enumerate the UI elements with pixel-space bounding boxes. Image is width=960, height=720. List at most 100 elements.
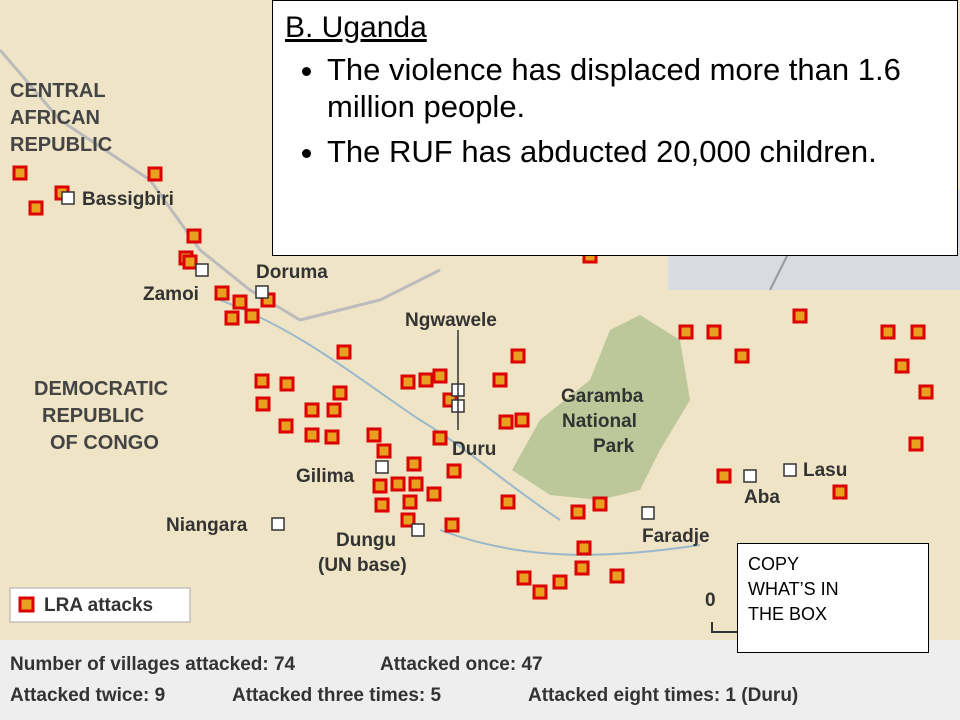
attack-marker [406,456,422,472]
attack-marker [408,476,424,492]
attack-marker [186,228,202,244]
river [219,299,561,521]
attack-marker [147,166,163,182]
note-line: WHAT’S IN [748,579,839,599]
attack-marker [894,358,910,374]
attack-marker [792,308,808,324]
place-label: (UN base) [318,555,407,576]
attack-marker [304,427,320,443]
town-marker [61,191,75,205]
attack-marker [734,348,750,364]
attack-marker [570,504,586,520]
attack-marker [574,560,590,576]
attack-marker [232,294,248,310]
place-label: Zamoi [143,284,199,305]
place-label: Niangara [166,515,248,536]
town-marker [783,463,797,477]
note-line: COPY [748,554,800,574]
scale-bar [711,622,737,633]
river [439,529,701,556]
attack-marker [910,324,926,340]
town-marker [743,469,757,483]
stat-text: Attacked twice: 9 [10,685,165,706]
attack-marker [592,496,608,512]
attack-marker [514,412,530,428]
attack-marker [244,308,260,324]
bullet: The RUF has abducted 20,000 children. [327,133,945,170]
attack-marker [498,414,514,430]
attack-marker [12,165,28,181]
region-label: OF CONGO [50,432,159,454]
attack-marker [304,402,320,418]
attack-marker [500,494,516,510]
park-label: Park [593,436,635,457]
attack-marker [880,324,896,340]
attack-marker [279,376,295,392]
attack-marker [255,396,271,412]
stats-bar [0,640,960,720]
stat-text: Attacked once: 47 [380,654,543,675]
attack-marker [576,540,592,556]
attack-marker [510,348,526,364]
text-box: B. Uganda The violence has displaced mor… [272,0,958,256]
region-label: REPUBLIC [10,134,112,156]
box-heading: B. Uganda [285,11,427,44]
park-label: Garamba [561,386,644,407]
park-label: National [562,411,637,432]
legend-swatch [18,596,35,613]
attack-marker [224,310,240,326]
attack-marker [254,373,270,389]
bullet-list: The violence has displaced more than 1.6… [285,51,945,170]
place-label: Bassigbiri [82,189,174,210]
attack-marker [706,324,722,340]
attack-marker [332,385,348,401]
legend-label: LRA attacks [44,595,153,616]
attack-marker [918,384,934,400]
note-box: COPY WHAT’S IN THE BOX [737,543,929,653]
place-label: Gilima [296,466,355,487]
border [0,49,441,322]
place-label: Lasu [803,460,847,481]
stat-text: Attacked three times: 5 [232,685,442,706]
place-label: Doruma [256,262,328,283]
attack-marker [28,200,44,216]
region-label: AFRICAN [10,107,100,129]
place-label: Aba [744,487,780,508]
town-marker [271,517,285,531]
attack-marker [432,368,448,384]
place-label: Dungu [336,530,396,551]
town-marker [375,460,389,474]
attack-marker [400,512,416,528]
attack-marker [432,430,448,446]
park-area [512,315,690,500]
attack-marker [552,574,568,590]
attack-marker [532,584,548,600]
place-label: Faradje [642,526,710,547]
attack-marker [182,254,198,270]
place-label: Duru [452,439,496,460]
attack-marker [609,568,625,584]
scale-label: 0 [705,590,716,611]
attack-marker [516,570,532,586]
bullet: The violence has displaced more than 1.6… [327,51,945,125]
stat-text: Attacked eight times: 1 (Duru) [528,685,798,706]
attack-marker [444,517,460,533]
attack-marker [390,476,406,492]
attack-marker [908,436,924,452]
attack-marker [418,372,434,388]
attack-marker [374,497,390,513]
attack-marker [278,418,294,434]
attack-marker [832,484,848,500]
attack-marker [326,402,342,418]
attack-marker [446,463,462,479]
attack-marker [324,429,340,445]
attack-marker [214,285,230,301]
attack-marker [426,486,442,502]
town-marker [195,263,209,277]
attack-marker [678,324,694,340]
attack-marker [366,427,382,443]
attack-marker [492,372,508,388]
region-label: REPUBLIC [42,405,144,427]
region-label: DEMOCRATIC [34,378,168,400]
